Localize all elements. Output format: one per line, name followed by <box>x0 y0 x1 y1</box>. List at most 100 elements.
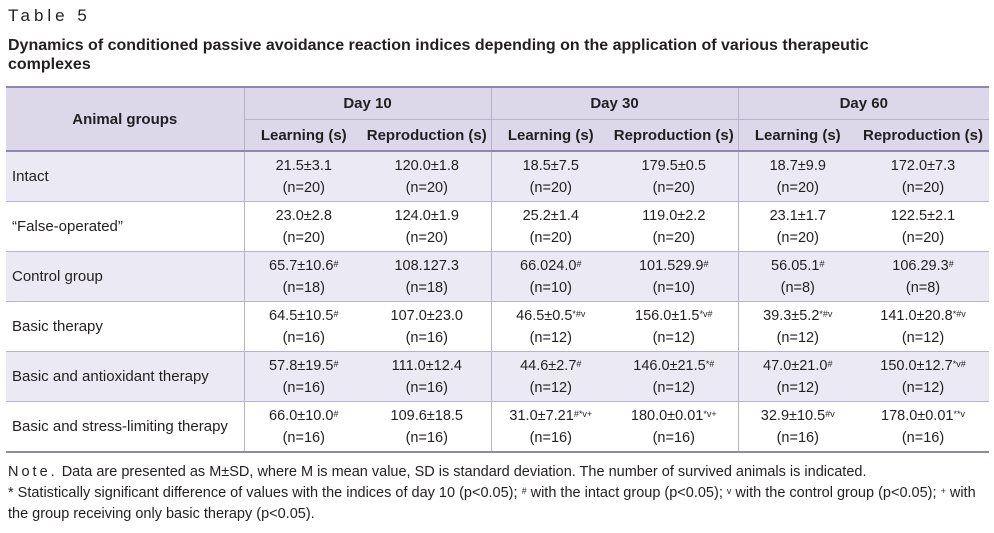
significance-mark: *v# <box>952 358 966 369</box>
sample-size: (n=20) <box>405 179 448 196</box>
group-name-cell: Basic and stress-limiting therapy <box>6 401 244 453</box>
sample-size: (n=12) <box>529 379 572 396</box>
value-line: 32.9±10.5#v <box>739 405 858 427</box>
note-line: * Statistically significant difference o… <box>8 483 993 525</box>
value-cell: 32.9±10.5#v (n=16) <box>737 401 858 453</box>
value-cell: 44.6±2.7# (n=12) <box>490 351 611 402</box>
note-text: Data are presented as M±SD, where M is m… <box>61 464 867 480</box>
footnote-mark: # <box>521 486 527 496</box>
sample-size: (n=16) <box>282 329 325 346</box>
value-cell: 23.0±2.8 (n=20) <box>243 201 364 252</box>
sample-size: (n=16) <box>282 429 325 446</box>
value-cell: 56.05.1# (n=8) <box>737 251 857 302</box>
sample-size: (n=20) <box>405 229 448 246</box>
day-header: Day 30 <box>490 86 738 120</box>
table-note: Note. Data are presented as M±SD, where … <box>8 462 993 525</box>
value-cell: 122.5±2.1 (n=20) <box>857 201 989 252</box>
value-cell: 156.0±1.5*v# (n=12) <box>610 301 738 352</box>
value-cell: 150.0±12.7*v# (n=12) <box>857 351 989 402</box>
group-name-cell: “False-operated” <box>6 201 244 252</box>
value-line: 44.6±2.7# <box>492 355 611 377</box>
note-line: Note. Data are presented as M±SD, where … <box>8 462 993 483</box>
significance-mark: # <box>333 308 339 319</box>
sample-size: (n=18) <box>282 279 325 296</box>
significance-mark: # <box>703 258 709 269</box>
significance-mark: *v+ <box>703 408 717 419</box>
value-cell: 21.5±3.1 (n=20) <box>243 150 364 202</box>
value-line: 23.0±2.8 <box>245 205 364 227</box>
mean-sd-value: 150.0±12.7 <box>880 357 953 374</box>
mean-sd-value: 119.0±2.2 <box>642 207 706 224</box>
sample-size: (n=20) <box>652 179 695 196</box>
column-header: Learning (s) <box>737 119 857 151</box>
value-cell: 18.5±7.5 (n=20) <box>490 150 610 202</box>
significance-mark: **v <box>953 408 965 419</box>
value-cell: 106.29.3# (n=8) <box>857 251 989 302</box>
sample-size: (n=12) <box>776 329 819 346</box>
sample-size: (n=20) <box>529 179 572 196</box>
significance-mark: *# <box>705 358 715 369</box>
sample-size: (n=12) <box>901 379 945 396</box>
mean-sd-value: 146.0±21.5 <box>633 357 706 374</box>
mean-sd-value: 46.5±0.5 <box>516 307 573 324</box>
value-cell: 101.529.9# (n=10) <box>610 251 738 302</box>
value-cell: 25.2±1.4 (n=20) <box>490 201 611 252</box>
sample-size: (n=20) <box>652 229 695 246</box>
value-line: 178.0±0.01**v <box>857 405 989 427</box>
column-header: Reproduction (s) <box>363 119 491 151</box>
mean-sd-value: 57.8±19.5 <box>269 357 334 374</box>
value-cell: 111.0±12.4 (n=16) <box>363 351 491 402</box>
value-cell: 109.6±18.5 (n=16) <box>363 401 491 453</box>
mean-sd-value: 66.024.0 <box>520 257 577 274</box>
table-row: “False-operated” 23.0±2.8 (n=20) 124.0±1.9 (… <box>6 201 989 252</box>
value-line: 23.1±1.7 <box>739 205 858 227</box>
sample-size: (n=12) <box>776 379 819 396</box>
mean-sd-value: 39.3±5.2 <box>763 307 820 324</box>
value-line: 108.127.3 <box>363 255 491 277</box>
sample-size: (n=16) <box>776 429 819 446</box>
value-line: 66.024.0# <box>492 255 611 277</box>
mean-sd-value: 120.0±1.8 <box>394 157 459 174</box>
table-row: Basic therapy 64.5±10.5# (n=16) 107.0±23.0(… <box>6 301 989 352</box>
value-cell: 119.0±2.2 (n=20) <box>610 201 738 252</box>
value-line: 21.5±3.1 <box>245 155 364 177</box>
value-line: 106.29.3# <box>857 255 989 277</box>
value-line: 109.6±18.5 <box>363 405 491 427</box>
sample-size: (n=8) <box>905 279 941 296</box>
value-line: 180.0±0.01*v+ <box>610 405 738 427</box>
group-name-cell: Basic therapy <box>6 301 244 352</box>
mean-sd-value: 23.0±2.8 <box>275 207 332 224</box>
mean-sd-value: 31.0±7.21 <box>509 407 574 424</box>
table-row: Basic and stress-limiting therapy 66.0±10… <box>6 401 989 453</box>
value-line: 150.0±12.7*v# <box>857 355 989 377</box>
value-line: 39.3±5.2*#v <box>739 305 858 327</box>
significance-mark: # <box>576 358 582 369</box>
mean-sd-value: 178.0±0.01 <box>881 407 954 424</box>
mean-sd-value: 21.5±3.1 <box>275 157 332 174</box>
data-table: Animal groups Day 10 Day 30 Day 60 Learn… <box>6 86 989 453</box>
value-cell: 120.0±1.8 (n=20) <box>363 150 491 202</box>
significance-mark: *v# <box>699 308 713 319</box>
value-cell: 57.8±19.5# (n=16) <box>243 351 363 402</box>
value-line: 25.2±1.4 <box>492 205 611 227</box>
value-line: 179.5±0.5 <box>610 155 738 177</box>
value-cell: 107.0±23.0 (n=16) <box>363 301 491 352</box>
value-cell: 65.7±10.6# (n=18) <box>243 251 363 302</box>
value-cell: 46.5±0.5*#v (n=12) <box>490 301 610 352</box>
day-header: Day 60 <box>737 86 989 120</box>
value-cell: 23.1±1.7 (n=20) <box>737 201 858 252</box>
value-cell: 31.0±7.21#*v+ (n=16) <box>490 401 610 453</box>
mean-sd-value: 25.2±1.4 <box>522 207 579 224</box>
column-header: Learning (s) <box>243 119 363 151</box>
value-line: 66.0±10.0# <box>245 405 364 427</box>
group-name-cell: Control group <box>6 251 244 302</box>
table-label: Table 5 <box>8 6 91 25</box>
table-row: Control group 65.7±10.6# (n=18) 108.127.3 (n… <box>6 251 989 302</box>
value-line: 47.0±21.0# <box>739 355 858 377</box>
group-name-cell: Basic and antioxidant therapy <box>6 351 244 402</box>
significance-mark: *#v <box>819 308 833 319</box>
footnote-mark: v <box>726 486 732 496</box>
sample-size: (n=20) <box>776 179 819 196</box>
significance-mark: *#v <box>952 308 966 319</box>
value-line: 101.529.9# <box>610 255 738 277</box>
